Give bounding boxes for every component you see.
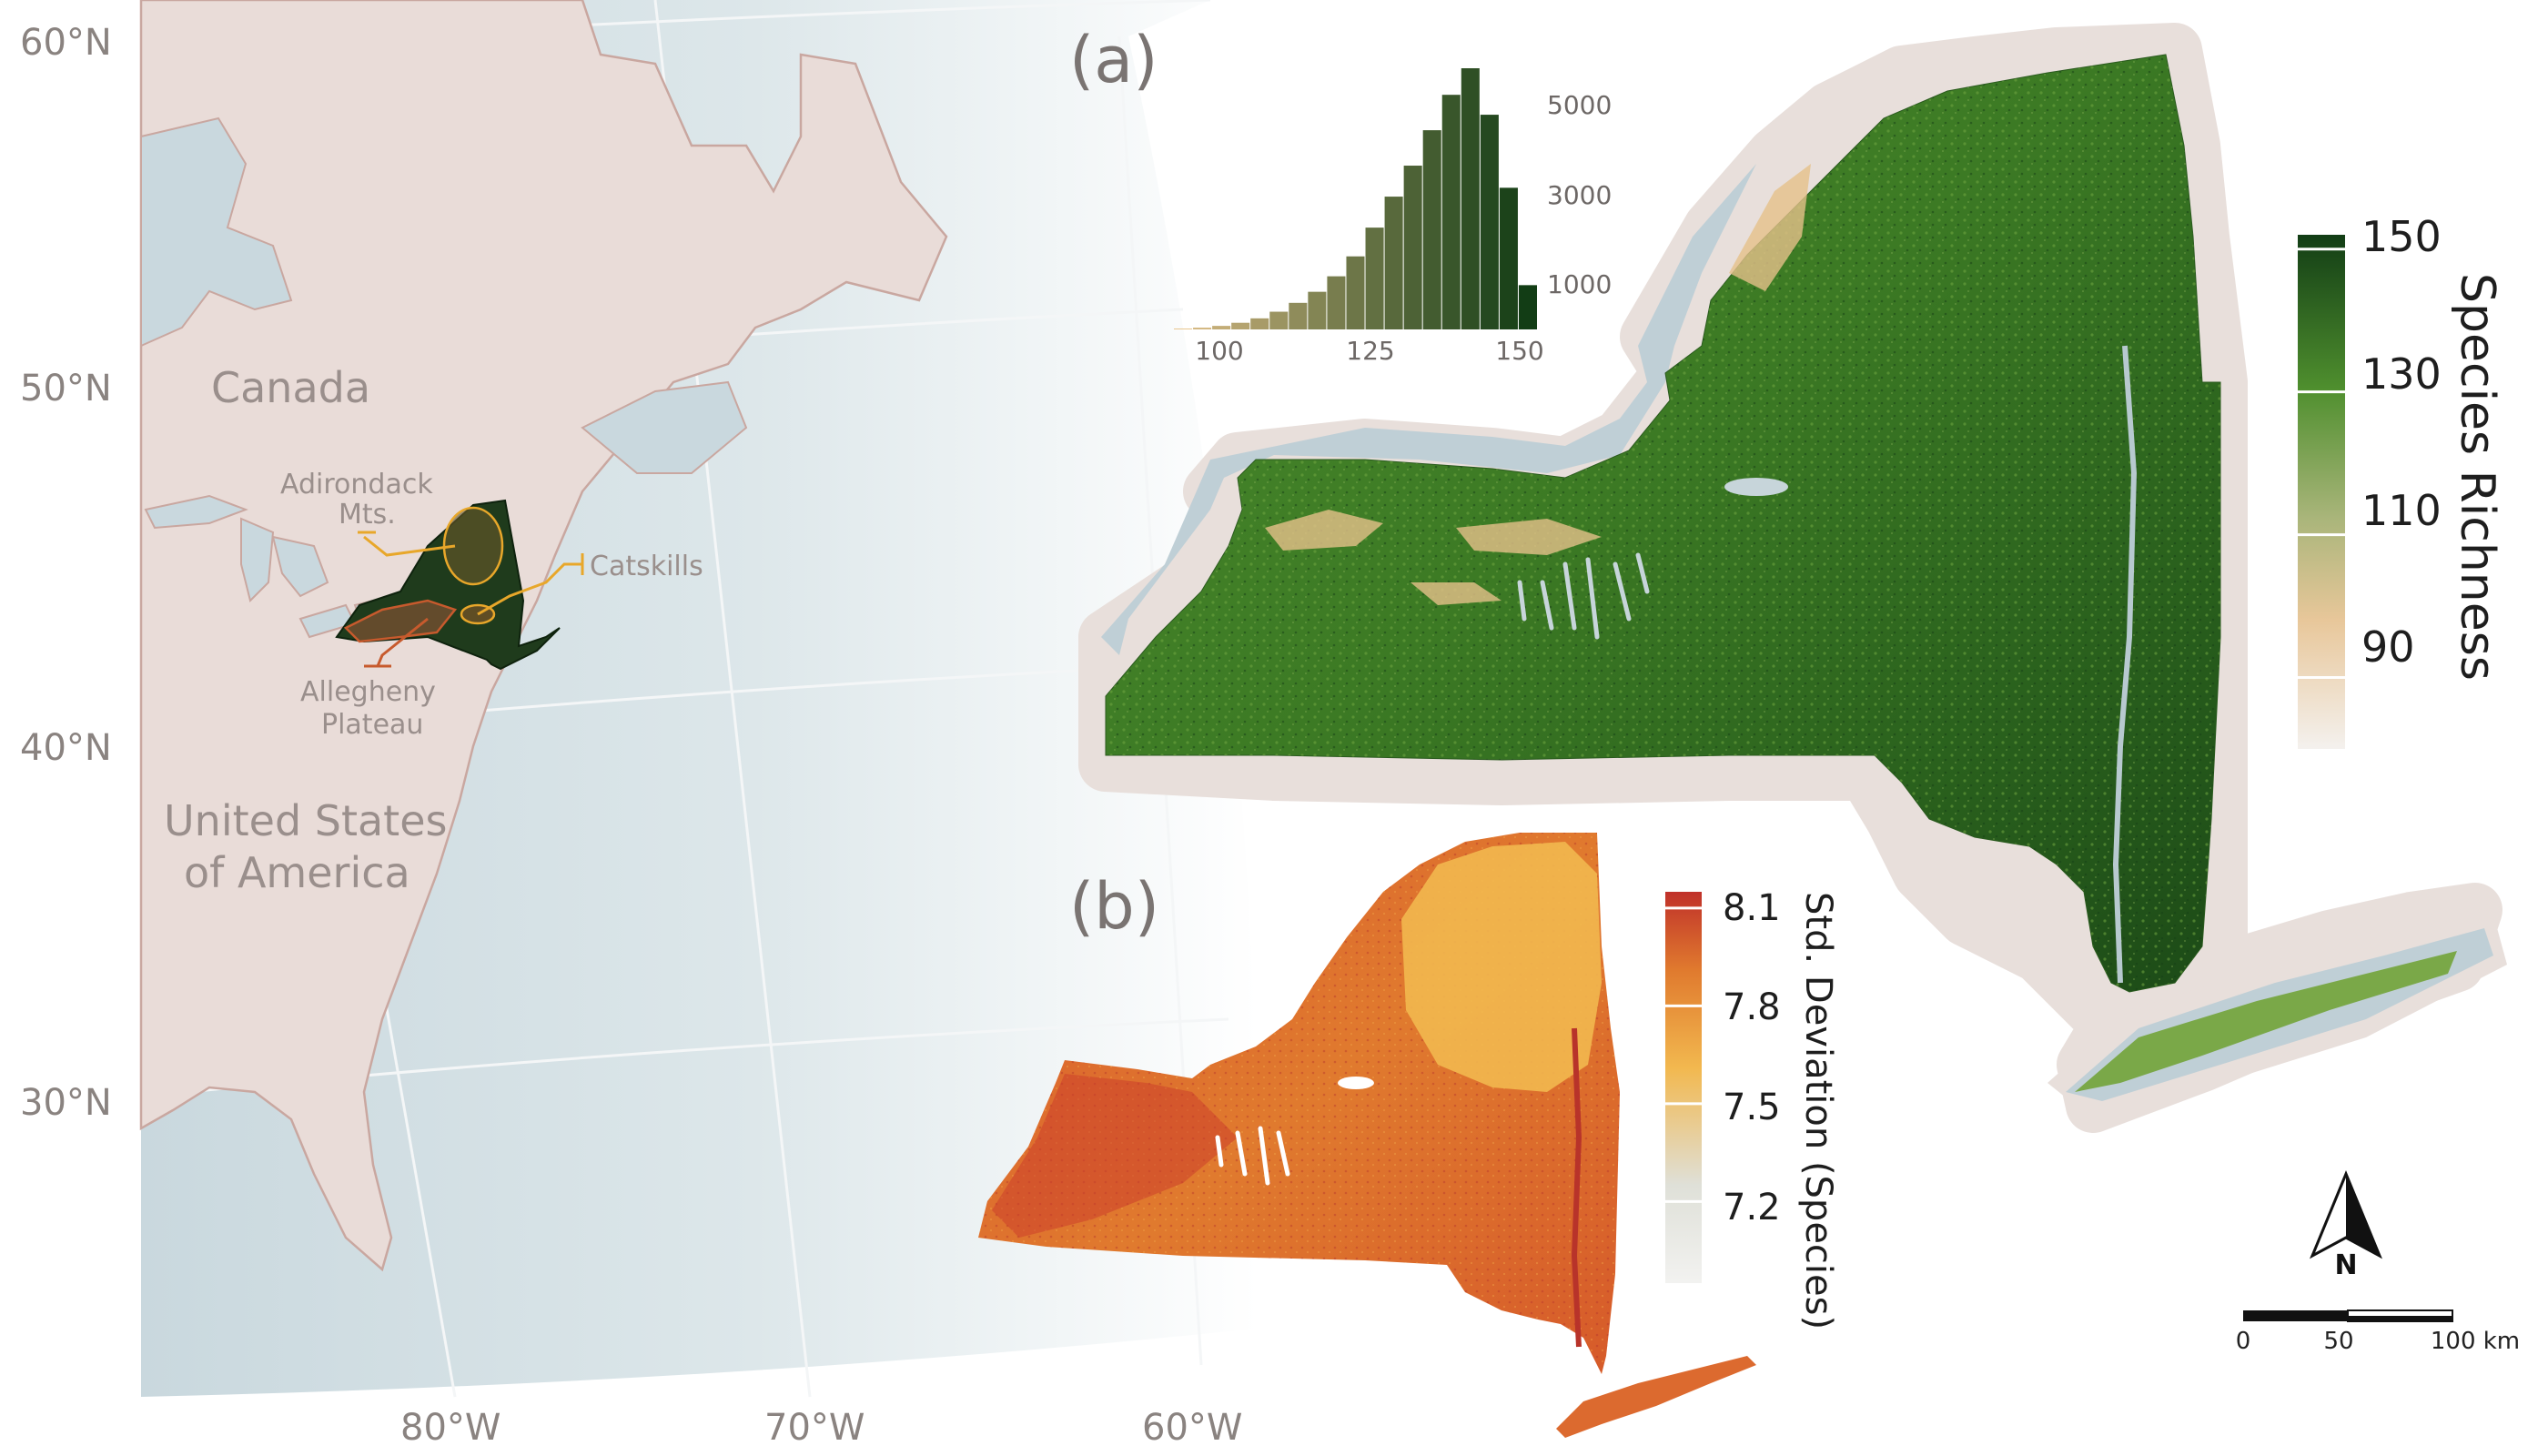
histogram-bar [1308, 291, 1327, 329]
north-arrow-label: N [2334, 1249, 2357, 1281]
histogram-bar [1346, 256, 1365, 329]
scale-bar: 0 50 100 km [2236, 1309, 2520, 1355]
overview-map: 60°N 50°N 40°N 30°N 80°W 70°W 60°W Canad… [20, 0, 1259, 1449]
lon-label-60w: 60°W [1142, 1407, 1242, 1449]
lat-label-40n: 40°N [20, 727, 112, 769]
legend-stddev-title: Std. Deviation (Species) [1797, 892, 1839, 1330]
lon-label-70w: 70°W [764, 1407, 864, 1449]
lat-label-30n: 30°N [20, 1082, 112, 1124]
low-richness-patches [1265, 164, 1811, 605]
stddev-oneida-lake [1338, 1077, 1374, 1089]
panel-b-label: (b) [1069, 869, 1159, 944]
hist-y-tick-1000: 1000 [1547, 269, 1612, 299]
panel-a: (a) [1069, 23, 2507, 1133]
legend-stddev-colorbar [1665, 892, 1702, 1283]
histogram-bar [1480, 115, 1499, 330]
legend-stddev-tick-7-5: 7.5 [1723, 1087, 1781, 1128]
adirondack-label-line2: Mts. [339, 499, 396, 531]
histogram-bar [1250, 318, 1269, 329]
scale-bar-label-100: 100 km [2431, 1328, 2520, 1355]
hudson-bay [140, 116, 293, 348]
histogram: 100 125 150 5000 3000 1000 [1174, 68, 1612, 366]
legend-stddev-tick-7-2: 7.2 [1723, 1187, 1781, 1228]
histogram-bar [1212, 326, 1231, 329]
gulf-st-lawrence [581, 380, 748, 474]
hist-x-tick-150: 150 [1495, 336, 1543, 366]
allegheny-label-line2: Plateau [321, 709, 423, 741]
histogram-bar [1269, 311, 1289, 329]
adirondack-label-line1: Adirondack [280, 469, 433, 500]
north-america-land [139, 0, 948, 1272]
histogram-bar [1327, 276, 1346, 329]
legend-richness-tick-90: 90 [2361, 622, 2415, 672]
stddev-hudson [1571, 1027, 1582, 1348]
hist-y-tick-5000: 5000 [1547, 90, 1612, 120]
hudson-river [2112, 345, 2138, 984]
scale-bar-seg-1 [2243, 1310, 2348, 1321]
usa-label-line2: of America [184, 848, 410, 897]
legend-richness-tick-150: 150 [2361, 212, 2442, 261]
histogram-bar [1403, 166, 1422, 329]
histogram-bar [1422, 130, 1441, 329]
legend-stddev: 8.1 7.8 7.5 7.2 Std. Deviation (Species) [1665, 887, 1839, 1330]
histogram-bar [1193, 328, 1212, 329]
histogram-bars [1174, 68, 1537, 330]
oneida-lake [1724, 478, 1788, 496]
histogram-bar [1231, 322, 1250, 329]
hist-x-tick-125: 125 [1346, 336, 1394, 366]
legend-richness-tick-110: 110 [2361, 486, 2442, 535]
histogram-bar [1384, 197, 1403, 329]
stddev-west-patch [992, 1074, 1238, 1238]
histogram-bar [1461, 68, 1480, 329]
legend-richness-ticks [2298, 248, 2345, 680]
legend-richness: 150 130 110 90 Species Richness [2298, 212, 2504, 749]
canada-label: Canada [211, 363, 370, 412]
lon-label-80w: 80°W [400, 1407, 500, 1449]
legend-stddev-tick-7-8: 7.8 [1723, 986, 1781, 1028]
usa-label-line1: United States [164, 796, 448, 845]
panel-a-label: (a) [1069, 23, 1158, 97]
adirondack-region [442, 506, 504, 586]
leader-lines [358, 531, 584, 668]
legend-richness-tick-130: 130 [2361, 349, 2442, 399]
histogram-bar [1499, 187, 1518, 329]
catskills-label: Catskills [590, 551, 703, 582]
hist-x-tick-100: 100 [1195, 336, 1243, 366]
stddev-finger-lakes [1215, 1126, 1290, 1186]
legend-stddev-ticks [1665, 906, 1702, 1203]
legend-richness-colorbar [2298, 235, 2345, 749]
finger-lakes [1517, 552, 1650, 640]
north-arrow-dark-half [2346, 1174, 2380, 1256]
histogram-bar [1365, 228, 1384, 329]
allegheny-region [343, 599, 458, 643]
histogram-bar [1289, 302, 1308, 329]
legend-stddev-tick-8-1: 8.1 [1723, 887, 1781, 929]
allegheny-label-line1: Allegheny [300, 676, 436, 708]
panel-b: (b) [978, 833, 1756, 1438]
scale-bar-label-50: 50 [2323, 1328, 2353, 1355]
scale-bar-seg-3 [2348, 1316, 2452, 1321]
long-island-map [2075, 951, 2457, 1092]
north-arrow: N [2310, 1170, 2382, 1281]
lat-label-50n: 50°N [20, 368, 112, 410]
lat-label-60n: 60°N [20, 22, 112, 64]
histogram-bar [1441, 95, 1461, 330]
stddev-adirondack-patch [1401, 842, 1602, 1092]
scale-bar-label-0: 0 [2236, 1328, 2251, 1355]
histogram-bar [1518, 285, 1537, 329]
stddev-long-island [1556, 1356, 1756, 1438]
legend-richness-title: Species Richness [2450, 273, 2504, 681]
ny-richness-texture [1106, 55, 2220, 992]
hist-y-tick-3000: 3000 [1547, 180, 1612, 210]
